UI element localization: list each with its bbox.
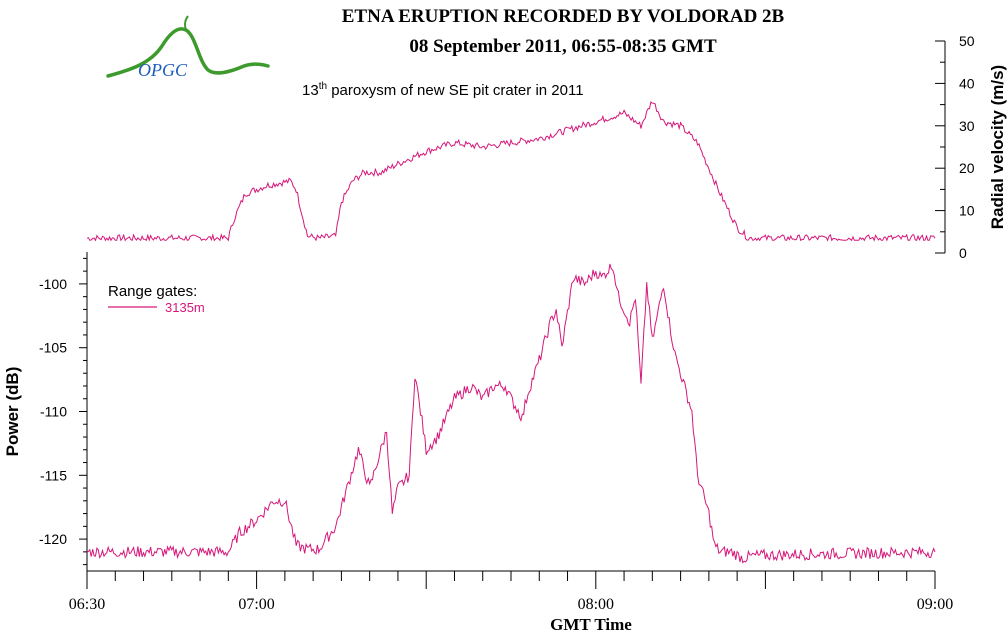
power-x-tick-label: 06:30 bbox=[69, 596, 105, 613]
power-y-tick-label: -115 bbox=[40, 467, 67, 483]
logo-plume-shape bbox=[183, 15, 189, 31]
power-series-line-3135m bbox=[86, 263, 936, 564]
velocity-y-axis-label: Radial velocity (m/s) bbox=[988, 65, 1007, 229]
power-y-tick-label: -100 bbox=[39, 276, 67, 292]
power-x-tick-label: 07:00 bbox=[238, 596, 274, 613]
legend-title: Range gates: bbox=[108, 283, 197, 300]
velocity-y-tick-label: 0 bbox=[959, 245, 967, 261]
power-panel: -120 -115 -110 -105 -100 Power (dB) 06:30 07:00… bbox=[3, 252, 953, 634]
power-x-tick-label: 09:00 bbox=[917, 596, 953, 613]
annotation-ordinal: 13 bbox=[302, 82, 319, 99]
power-y-axis-label: Power (dB) bbox=[3, 367, 22, 457]
chart-title: ETNA ERUPTION RECORDED BY VOLDORAD 2B bbox=[342, 6, 785, 27]
velocity-y-tick-label: 50 bbox=[959, 33, 975, 49]
logo-volcano-shape bbox=[106, 27, 270, 78]
velocity-series-line bbox=[86, 101, 936, 242]
power-x-tick-label: 08:00 bbox=[578, 596, 614, 613]
velocity-y-tick-label: 10 bbox=[959, 203, 975, 219]
logo-text: OPGC bbox=[138, 60, 188, 80]
velocity-y-tick-label: 20 bbox=[959, 160, 975, 176]
power-y-tick-label: -105 bbox=[39, 340, 67, 356]
legend: Range gates: 3135m bbox=[108, 283, 205, 315]
power-x-axis-label: GMT Time bbox=[550, 615, 632, 634]
velocity-y-tick-label: 40 bbox=[959, 75, 975, 91]
velocity-y-tick-label: 30 bbox=[959, 118, 975, 134]
legend-entry-3135m: 3135m bbox=[165, 300, 205, 315]
power-y-tick-label: -110 bbox=[40, 404, 67, 420]
velocity-panel: 0 10 20 30 40 50 Radial velocity (m/s) bbox=[86, 33, 1007, 261]
annotation-text: paroxysm of new SE pit crater in 2011 bbox=[327, 82, 584, 99]
paroxysm-annotation: 13th paroxysm of new SE pit crater in 20… bbox=[302, 81, 584, 99]
power-y-tick-label: -120 bbox=[39, 531, 67, 547]
opgc-logo: OPGC bbox=[106, 15, 270, 80]
chart-subtitle: 08 September 2011, 06:55-08:35 GMT bbox=[409, 36, 717, 57]
annotation-ordinal-suffix: th bbox=[319, 81, 327, 92]
